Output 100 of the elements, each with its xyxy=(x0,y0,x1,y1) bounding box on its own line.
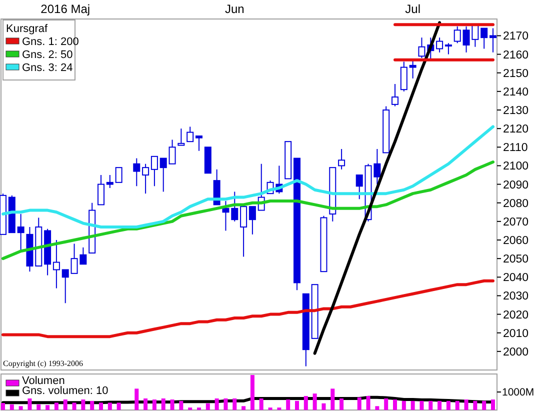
y-tick-label: 2100 xyxy=(503,160,529,173)
bar xyxy=(46,405,50,410)
bar xyxy=(286,400,290,410)
bar xyxy=(375,406,380,410)
x-tick-label: Jun xyxy=(224,2,244,16)
bar xyxy=(322,403,326,410)
bar xyxy=(214,398,219,410)
bar xyxy=(304,396,308,410)
y-tick-label: 2130 xyxy=(503,105,529,118)
line-series xyxy=(2,160,494,260)
y-tick-label: 2030 xyxy=(503,290,529,303)
bar xyxy=(232,398,237,410)
candlestick xyxy=(168,139,176,164)
bar xyxy=(134,388,139,410)
bar xyxy=(179,400,184,410)
y-tick-label: 2000 xyxy=(503,346,529,358)
candlestick xyxy=(231,191,238,222)
annotation: Copyright (c) 1993-2006 xyxy=(3,359,83,368)
bar xyxy=(295,400,299,410)
y-tick-label: 2040 xyxy=(503,272,529,284)
y-tick-label: 2140 xyxy=(503,86,529,98)
bar xyxy=(438,400,442,410)
candlestick xyxy=(133,158,140,187)
candlestick xyxy=(196,136,202,152)
candlestick xyxy=(160,158,167,192)
y-tick-label: 2060 xyxy=(503,235,529,248)
candlestick xyxy=(418,37,426,58)
bar xyxy=(206,403,210,410)
candlestick xyxy=(150,156,158,187)
bar xyxy=(99,402,103,410)
candlestick xyxy=(106,174,114,188)
bar xyxy=(1,403,5,410)
bar xyxy=(152,400,156,410)
bar xyxy=(464,400,468,410)
y-tick-label: 2010 xyxy=(503,328,529,340)
candlestick xyxy=(222,200,230,232)
candlestick xyxy=(392,84,398,107)
candlestick xyxy=(248,206,256,235)
candlestick xyxy=(17,214,24,252)
bar xyxy=(116,402,121,410)
candlestick xyxy=(62,269,69,304)
bar xyxy=(482,400,486,410)
candlestick xyxy=(400,61,408,92)
bar xyxy=(330,388,335,410)
candlestick xyxy=(186,126,194,142)
y-tick-label: 2110 xyxy=(503,142,528,154)
bar xyxy=(81,400,86,410)
candlestick xyxy=(178,128,185,146)
bar xyxy=(90,400,94,410)
candlestick xyxy=(115,167,122,183)
candlestick xyxy=(409,59,416,79)
bar xyxy=(455,400,460,410)
bar xyxy=(402,400,406,410)
y-tick-label: 2160 xyxy=(503,49,529,62)
candlestick xyxy=(98,174,104,206)
bar xyxy=(72,402,76,410)
bar xyxy=(340,398,344,410)
bar xyxy=(170,400,174,410)
bar xyxy=(242,406,246,410)
bar xyxy=(473,400,478,410)
y-tick-label: 2050 xyxy=(503,254,529,266)
line-series xyxy=(2,279,494,338)
candlestick xyxy=(338,148,346,170)
bar xyxy=(28,398,32,410)
y-tick-label: 2080 xyxy=(503,198,529,210)
candlestick xyxy=(142,163,150,194)
y-tick-label: 2120 xyxy=(503,124,529,136)
bar xyxy=(410,400,415,410)
line-series xyxy=(2,125,494,228)
legend-title: Kursgraf xyxy=(6,23,49,35)
text: 1000M xyxy=(502,386,534,399)
legend-label: Gns. volumen: 10 xyxy=(22,385,108,397)
y-tick-label: 2090 xyxy=(503,179,529,192)
candlestick xyxy=(52,240,60,289)
y-tick-label: 2020 xyxy=(503,309,529,322)
candlestick xyxy=(454,26,461,44)
candlestick xyxy=(240,204,248,258)
bar xyxy=(224,398,228,410)
bar xyxy=(312,394,317,410)
bar xyxy=(161,398,166,410)
y-tick-label: 2170 xyxy=(503,30,529,43)
bar xyxy=(144,398,148,410)
candlestick xyxy=(480,28,488,50)
line-series xyxy=(313,21,442,355)
bar xyxy=(384,398,388,410)
y-tick-label: 2070 xyxy=(503,216,529,228)
bar xyxy=(259,398,264,410)
bar xyxy=(250,375,254,410)
candlestick xyxy=(356,174,363,200)
legend-label: Gns. 3: 24 xyxy=(22,62,73,74)
legend-label: Gns. 1: 200 xyxy=(22,36,79,48)
bar xyxy=(366,396,370,410)
x-tick-label: 2016 Maj xyxy=(40,2,90,16)
bar xyxy=(10,404,14,410)
bar xyxy=(36,404,41,410)
candlestick xyxy=(444,42,452,55)
bar xyxy=(393,400,397,410)
bar xyxy=(420,400,424,410)
y-tick-label: 2150 xyxy=(503,68,529,80)
bar xyxy=(446,400,450,410)
